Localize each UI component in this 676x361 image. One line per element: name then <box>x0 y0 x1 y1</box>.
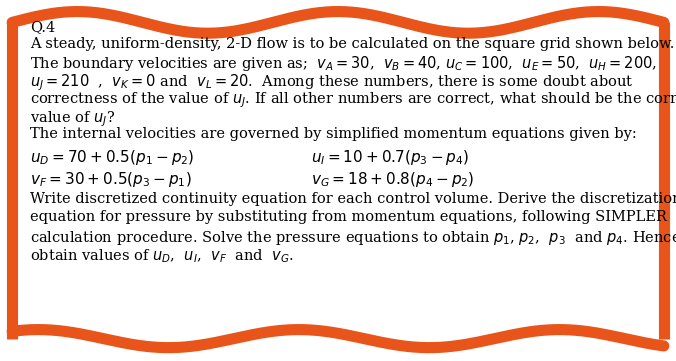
Text: Write discretized continuity equation for each control volume. Derive the discre: Write discretized continuity equation fo… <box>30 192 676 206</box>
Text: A steady, uniform-density, 2-D flow is to be calculated on the square grid shown: A steady, uniform-density, 2-D flow is t… <box>30 37 675 51</box>
Text: Q.4: Q.4 <box>30 20 55 34</box>
Text: calculation procedure. Solve the pressure equations to obtain $p_1$, $p_2$,  $p_: calculation procedure. Solve the pressur… <box>30 229 676 247</box>
Text: equation for pressure by substituting from momentum equations, following SIMPLER: equation for pressure by substituting fr… <box>30 210 667 225</box>
Text: The internal velocities are governed by simplified momentum equations given by:: The internal velocities are governed by … <box>30 127 637 142</box>
Text: obtain values of $u_D$,  $u_I$,  $v_F$  and  $v_G$.: obtain values of $u_D$, $u_I$, $v_F$ and… <box>30 247 294 265</box>
Text: The boundary velocities are given as;  $v_A =30$,  $v_B =40$, $u_C =100$,  $u_E : The boundary velocities are given as; $v… <box>30 54 658 73</box>
Text: $u_J =210$  ,  $v_K =0$ and  $v_L =20$.  Among these numbers, there is some doub: $u_J =210$ , $v_K =0$ and $v_L =20$. Amo… <box>30 72 634 93</box>
Text: $v_G =18+0.8\left(p_4-p_2\right)$: $v_G =18+0.8\left(p_4-p_2\right)$ <box>311 170 475 190</box>
Text: value of $u_J$?: value of $u_J$? <box>30 109 116 129</box>
Text: $u_I =10+0.7\left(p_3-p_4\right)$: $u_I =10+0.7\left(p_3-p_4\right)$ <box>311 148 469 167</box>
Text: $v_F =30+0.5\left(p_3-p_1\right)$: $v_F =30+0.5\left(p_3-p_1\right)$ <box>30 170 192 190</box>
Text: $u_D =70+0.5\left(p_1-p_2\right)$: $u_D =70+0.5\left(p_1-p_2\right)$ <box>30 148 195 167</box>
Text: correctness of the value of $u_J$. If all other numbers are correct, what should: correctness of the value of $u_J$. If al… <box>30 91 676 110</box>
